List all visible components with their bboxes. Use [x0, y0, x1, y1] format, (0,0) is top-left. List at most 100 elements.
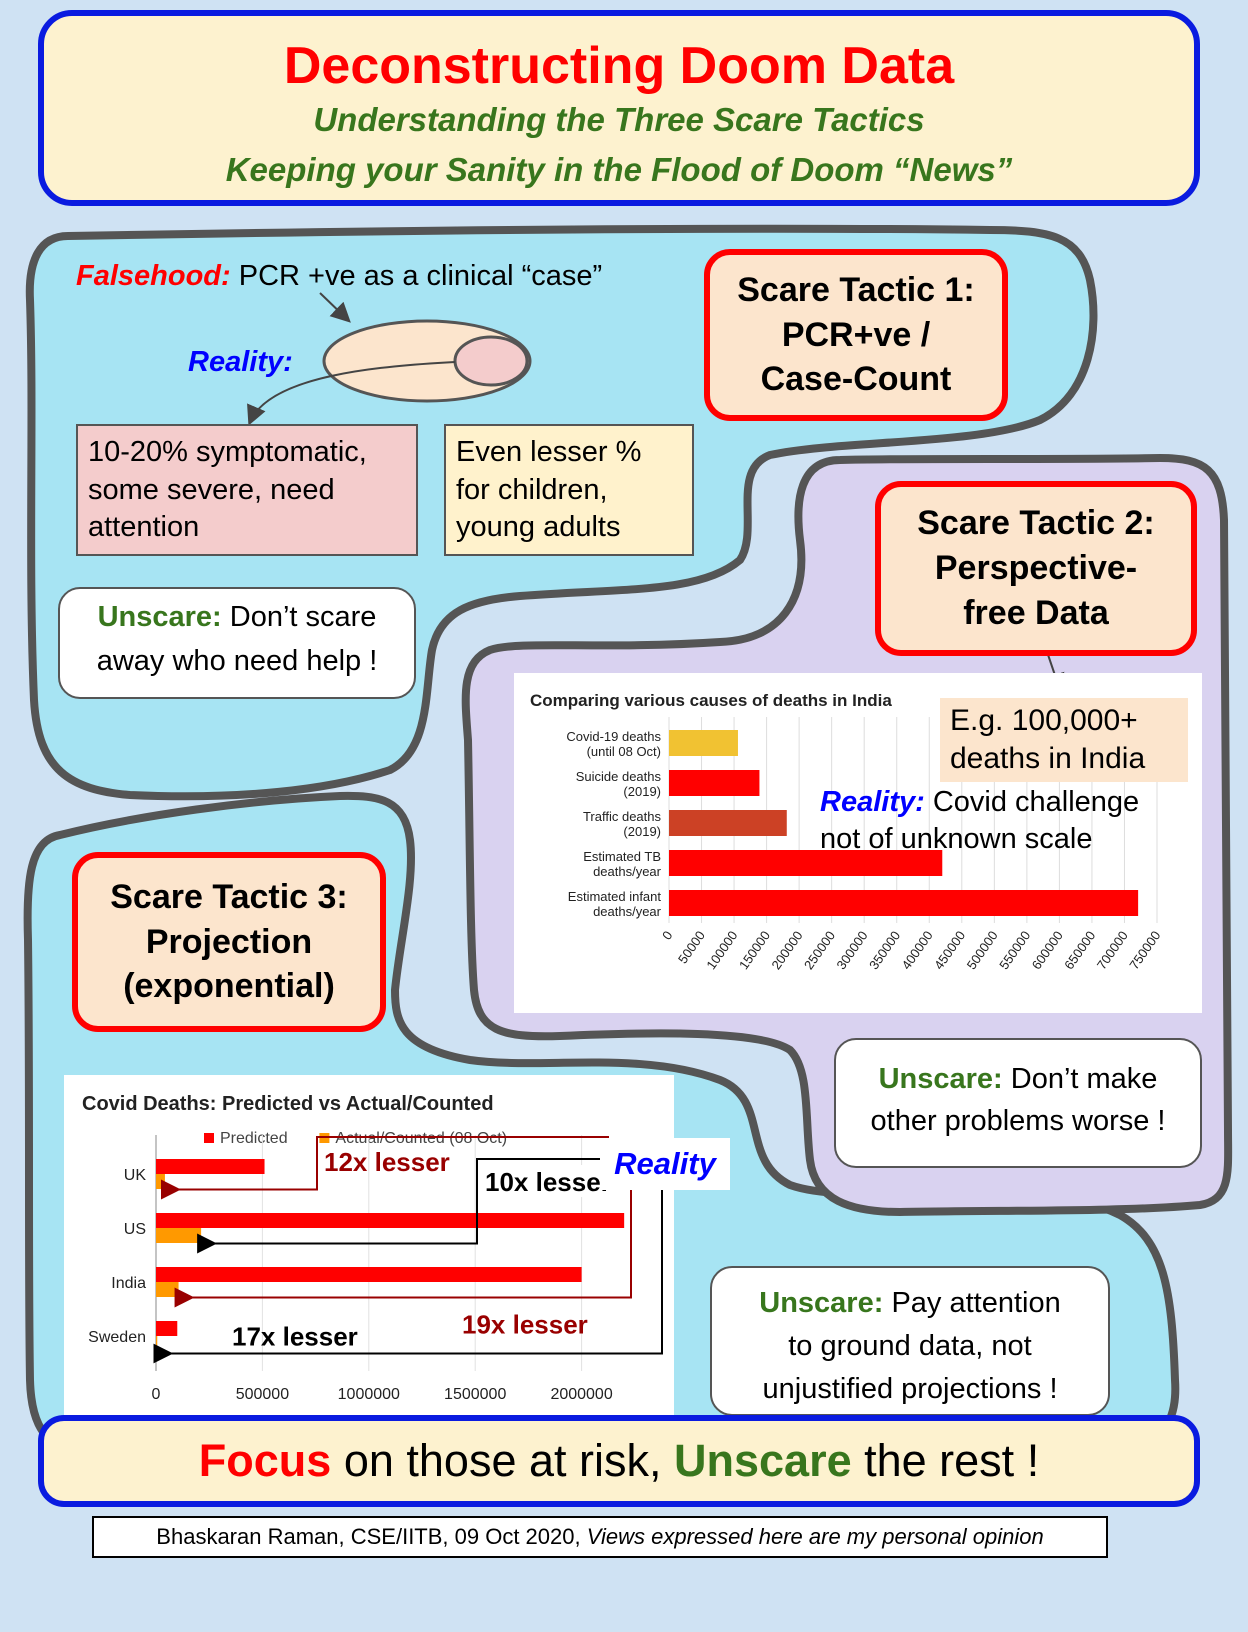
chart1-tick-label: 450000 [931, 928, 968, 972]
tactic2-unscare-text-2: other problems worse ! [870, 1105, 1166, 1138]
causes-of-death-chart-panel: Comparing various causes of deaths in In… [514, 673, 1202, 1013]
tactic3-unscare-label: Unscare: [759, 1287, 884, 1319]
chart2-annotation-arrow [153, 1145, 663, 1364]
children-line-2: for children, [456, 473, 608, 506]
chart1-bar [669, 850, 943, 876]
tactic3-reality-label-box: Reality [600, 1138, 730, 1190]
tactic2-reality-line-2: not of unknown scale [820, 823, 1093, 856]
chart1-tick-label: 0 [659, 928, 675, 943]
chart2-tick-label: 2000000 [550, 1386, 612, 1403]
chart2-bar [156, 1228, 202, 1243]
chart2-bar [156, 1336, 158, 1351]
page-subtitle-1: Understanding the Three Scare Tactics [313, 101, 925, 139]
chart2-annotation-label: 19x lesser [462, 1310, 588, 1340]
tactic2-example-line-2: deaths in India [950, 741, 1146, 775]
children-line-3: young adults [456, 511, 621, 544]
tactic2-reality-text: Reality: Covid challenge not of unknown … [820, 784, 1200, 858]
chart2-title: Covid Deaths: Predicted vs Actual/Counte… [82, 1093, 494, 1115]
scare-tactic-2-title-line3: free Data [963, 593, 1109, 632]
tactic2-reality-label: Reality: [820, 786, 925, 818]
chart1-category-label: Suicide deaths [576, 769, 662, 784]
chart1-tick-label: 400000 [899, 928, 936, 972]
chart1-tick-label: 300000 [833, 928, 870, 972]
tactic2-reality-line-1: Covid challenge [932, 786, 1140, 818]
chart1-tick-label: 500000 [964, 928, 1001, 972]
page-subtitle-2: Keeping your Sanity in the Flood of Doom… [225, 150, 1013, 188]
falsehood-text: PCR +ve as a clinical “case” [238, 260, 603, 292]
chart1-category-label: (2019) [623, 784, 661, 799]
tactic2-unscare-label: Unscare: [878, 1063, 1003, 1095]
scare-tactic-1-box: Scare Tactic 1: PCR+ve / Case-Count [704, 249, 1008, 421]
chart2-bar [156, 1321, 178, 1336]
chart1-tick-label: 250000 [801, 928, 838, 972]
page-title: Deconstructing Doom Data [283, 37, 955, 95]
chart1-tick-label: 600000 [1029, 928, 1066, 972]
tactic3-reality-label: Reality [614, 1146, 716, 1181]
chart2-annotation-label: 10x lesser [485, 1167, 611, 1197]
credit-disclaimer: Views expressed here are my personal opi… [586, 1524, 1044, 1549]
chart2-bar [156, 1159, 265, 1174]
chart1-title: Comparing various causes of deaths in In… [530, 691, 892, 710]
credit-line: Bhaskaran Raman, CSE/IITB, 09 Oct 2020, … [92, 1516, 1108, 1558]
chart1-bar [669, 730, 738, 756]
chart1-bar [669, 810, 787, 836]
tactic3-unscare-box: Unscare: Pay attention to ground data, n… [710, 1266, 1110, 1416]
chart2-legend-label: Predicted [220, 1130, 288, 1147]
tactic3-unscare-text-3: unjustified projections ! [762, 1372, 1058, 1405]
chart2-category-label: Sweden [88, 1329, 146, 1346]
tactic2-example-box: E.g. 100,000+ deaths in India [940, 698, 1188, 782]
chart1-tick-label: 150000 [736, 928, 773, 972]
chart2-legend-swatch [204, 1133, 214, 1143]
tactic2-example-line-1: E.g. 100,000+ [950, 704, 1138, 737]
falsehood-line: Falsehood: PCR +ve as a clinical “case” [76, 260, 602, 293]
chart2-tick-label: 500000 [236, 1386, 289, 1403]
symptomatic-line-3: attention [88, 511, 200, 544]
unscare-word: Unscare [674, 1435, 852, 1486]
tactic2-unscare-text-1: Don’t make [1010, 1063, 1158, 1095]
chart2-annotation-label: 12x lesser [324, 1147, 450, 1177]
chart2-tick-label: 0 [152, 1386, 161, 1403]
tactic1-unscare-text-1: Don’t scare [229, 601, 377, 633]
chart1-tick-label: 650000 [1061, 928, 1098, 972]
tactic1-unscare-box: Unscare: Don’t scare away who need help … [58, 587, 416, 699]
chart1-bar [669, 890, 1139, 916]
chart1-category-label: (until 08 Oct) [587, 744, 661, 759]
symptomatic-line-2: some severe, need [88, 473, 335, 506]
tactic3-unscare-text-2: to ground data, not [788, 1329, 1032, 1362]
falsehood-arrow [319, 292, 351, 323]
scare-tactic-1-title-line3: Case-Count [760, 360, 952, 399]
chart2-category-label: UK [124, 1167, 147, 1184]
tactic1-unscare-text-2: away who need help ! [96, 644, 378, 677]
scare-tactic-3-title-line2: Projection [145, 922, 313, 961]
chart1-tick-label: 100000 [703, 928, 740, 972]
chart2-bar [156, 1174, 165, 1189]
tactic2-unscare-box: Unscare: Don’t make other problems worse… [834, 1038, 1202, 1168]
chart2-category-label: India [111, 1275, 146, 1292]
symptomatic-line-1: 10-20% symptomatic, [88, 436, 367, 468]
scare-tactic-2-box: Scare Tactic 2: Perspective- free Data [875, 481, 1197, 656]
chart2-bar [156, 1213, 625, 1228]
header-box: Deconstructing Doom Data Understanding t… [38, 10, 1200, 206]
scare-tactic-2-title-line2: Perspective- [934, 549, 1138, 588]
scare-tactic-3-box: Scare Tactic 3: Projection (exponential) [72, 852, 386, 1032]
symptomatic-box: 10-20% symptomatic, some severe, need at… [76, 424, 418, 556]
chart2-bar [156, 1267, 582, 1282]
credit-main: Bhaskaran Raman, CSE/IITB, 09 Oct 2020, [156, 1524, 587, 1549]
falsehood-label: Falsehood: [76, 260, 231, 292]
chart2-annotation-arrow [174, 1143, 632, 1308]
tactic3-unscare-text-1: Pay attention [891, 1287, 1061, 1319]
focus-banner: Focus on those at risk, Unscare the rest… [38, 1415, 1200, 1507]
chart2-category-label: US [124, 1221, 146, 1238]
symptomatic-ellipse [453, 335, 529, 387]
scare-tactic-1-title-line2: PCR+ve / [781, 315, 931, 354]
chart1-category-label: Estimated infant [568, 889, 662, 904]
chart2-annotation-label: 17x lesser [232, 1322, 358, 1352]
chart1-category-label: deaths/year [593, 904, 662, 919]
chart2-annotation-arrow [197, 1158, 609, 1254]
chart1-category-label: Covid-19 deaths [566, 729, 661, 744]
chart1-tick-label: 550000 [996, 928, 1033, 972]
chart1-tick-label: 700000 [1094, 928, 1131, 972]
chart1-category-label: (2019) [623, 824, 661, 839]
chart2-annotation-arrow [160, 1136, 609, 1200]
chart2-tick-label: 1000000 [338, 1386, 400, 1403]
